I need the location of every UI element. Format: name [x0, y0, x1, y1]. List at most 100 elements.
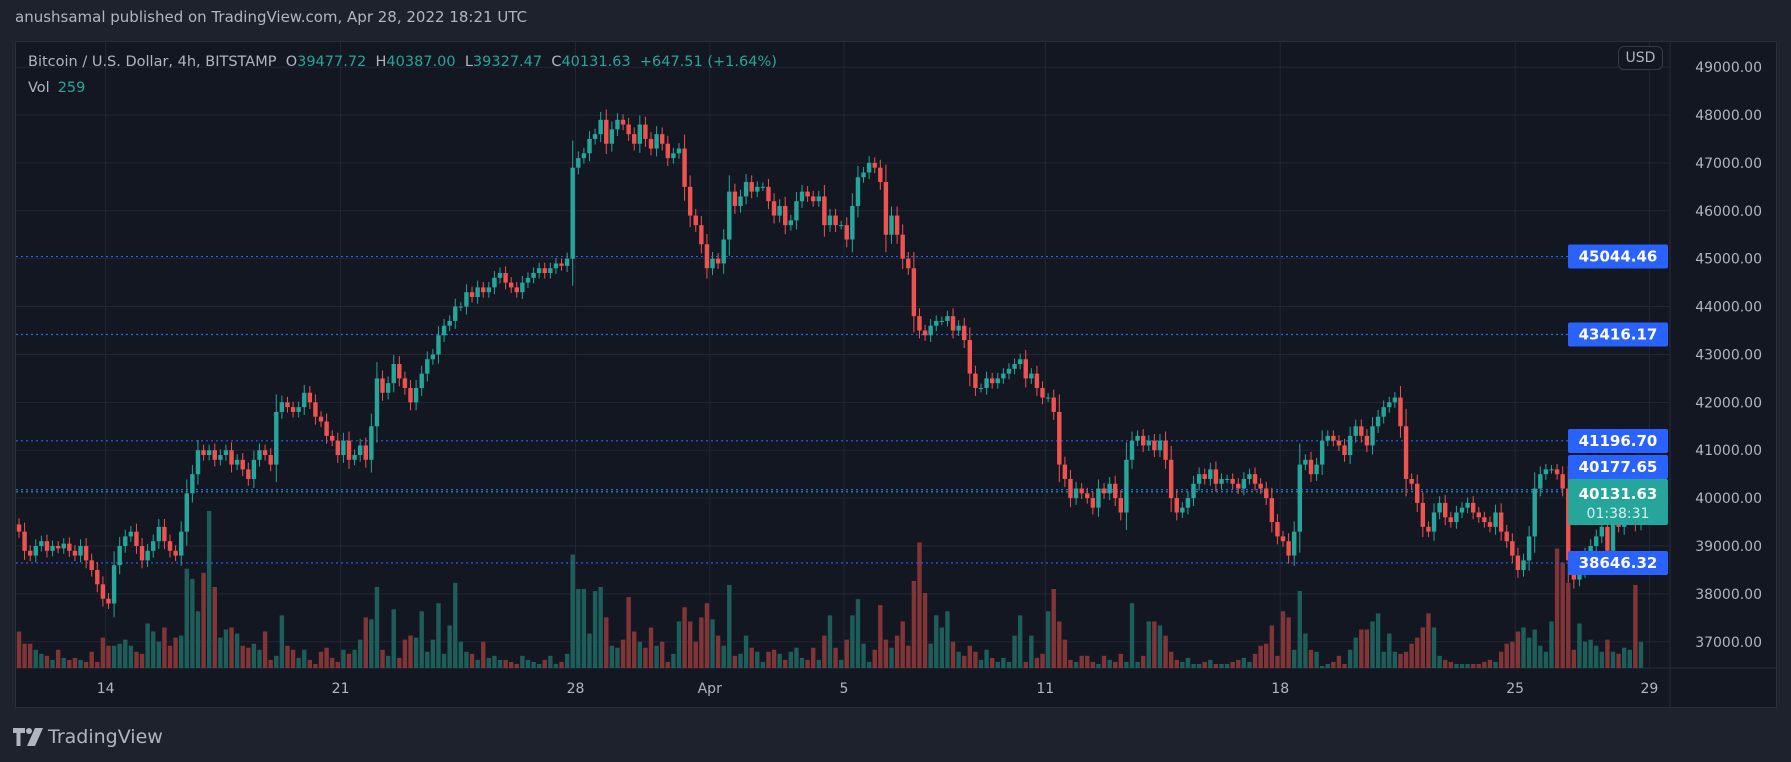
volume-bar	[352, 649, 357, 668]
candle	[1325, 430, 1330, 447]
volume-bar	[1605, 639, 1610, 668]
candle	[1213, 461, 1219, 492]
candle-body	[486, 287, 492, 293]
candle-body	[27, 550, 33, 556]
volume-bar	[643, 647, 648, 668]
candle	[1515, 547, 1521, 578]
candle-body	[1152, 440, 1157, 451]
candle-body	[1454, 512, 1459, 523]
candle	[184, 479, 189, 546]
candle	[973, 365, 978, 396]
price-level-badge	[1568, 322, 1668, 347]
volume-bar	[548, 655, 553, 668]
candle-body	[44, 541, 50, 551]
volume-bar	[1398, 653, 1403, 668]
candle	[1006, 363, 1012, 380]
volume-bar	[206, 511, 212, 668]
volume-bar	[1196, 663, 1202, 668]
volume-bar	[374, 586, 380, 668]
candle-body	[564, 258, 570, 266]
volume-bar	[917, 542, 922, 668]
volume-bar	[1543, 651, 1549, 668]
candle-body	[838, 225, 844, 227]
candle-body	[648, 138, 654, 149]
volume-bar	[872, 649, 877, 668]
candle-body	[1068, 478, 1073, 499]
currency-button[interactable]: USD	[1618, 46, 1663, 70]
volume-bar	[100, 637, 106, 668]
volume-bar	[1375, 613, 1381, 668]
candle-body	[201, 450, 206, 456]
volume-bar	[794, 647, 799, 668]
candle-body	[626, 124, 631, 135]
volume-bar	[1627, 649, 1632, 668]
close-label: C	[551, 54, 562, 70]
symbol-title[interactable]: Bitcoin / U.S. Dollar, 4h, BITSTAMP	[28, 54, 277, 70]
volume-bar	[850, 615, 855, 668]
volume-bar	[648, 627, 654, 668]
candle	[604, 109, 609, 155]
volume-bar	[783, 659, 788, 668]
volume-bar	[844, 639, 849, 668]
candle-body	[861, 172, 866, 178]
candle	[1269, 487, 1275, 533]
tradingview-logo[interactable]: TradingView	[13, 726, 163, 748]
candle-body	[1493, 512, 1498, 527]
candle	[201, 444, 206, 461]
candle-body	[1381, 407, 1386, 417]
volume-bar	[934, 615, 939, 668]
candle	[872, 157, 877, 174]
volume-bar	[229, 627, 234, 668]
candle	[425, 351, 430, 382]
candle-body	[95, 569, 100, 585]
volume-bar	[67, 659, 72, 668]
open-label: O	[285, 54, 298, 70]
candle-body	[592, 134, 598, 139]
candle-body	[576, 158, 581, 168]
candle	[956, 320, 961, 337]
volume-bar	[699, 617, 704, 668]
volume-bar	[1275, 655, 1280, 668]
volume-bar	[1079, 655, 1084, 668]
candle-body	[1297, 464, 1302, 532]
volume-bar	[1224, 663, 1230, 668]
x-tick-label: 28	[567, 681, 585, 697]
volume-label[interactable]: Vol	[28, 80, 50, 96]
candle	[861, 166, 866, 183]
candle-body	[374, 378, 380, 427]
candle-body	[290, 407, 296, 412]
volume-bar	[710, 619, 715, 668]
candle	[1129, 431, 1135, 469]
candle-body	[1325, 435, 1330, 441]
candle-body	[878, 167, 883, 183]
candle-body	[1443, 502, 1448, 518]
candle	[1208, 462, 1213, 486]
candle-body	[212, 450, 217, 460]
candle-body	[1605, 526, 1610, 551]
candle	[39, 535, 44, 552]
candle-body	[671, 153, 676, 159]
candle-body	[380, 378, 385, 393]
chart-panel[interactable]	[15, 41, 1777, 708]
candle	[1521, 553, 1526, 577]
candle	[939, 316, 945, 326]
candle-body	[727, 191, 732, 240]
candle	[1124, 442, 1129, 530]
candle	[1331, 430, 1336, 447]
volume-bar	[1180, 661, 1185, 668]
candle	[794, 192, 799, 230]
candle-body	[1073, 488, 1079, 499]
candle	[1236, 478, 1241, 495]
volume-bar	[659, 641, 665, 668]
volume-bar	[536, 663, 542, 668]
candle-body	[939, 320, 945, 322]
volume-bar	[598, 586, 603, 668]
candle-body	[721, 239, 726, 264]
candle	[900, 224, 905, 269]
y-tick-label: 44000.00	[1695, 300, 1762, 316]
volume-bar	[1168, 651, 1174, 668]
symbol-legend: Bitcoin / U.S. Dollar, 4h, BITSTAMP O394…	[28, 54, 777, 70]
candle-body	[16, 524, 22, 532]
candle-body	[676, 148, 682, 154]
